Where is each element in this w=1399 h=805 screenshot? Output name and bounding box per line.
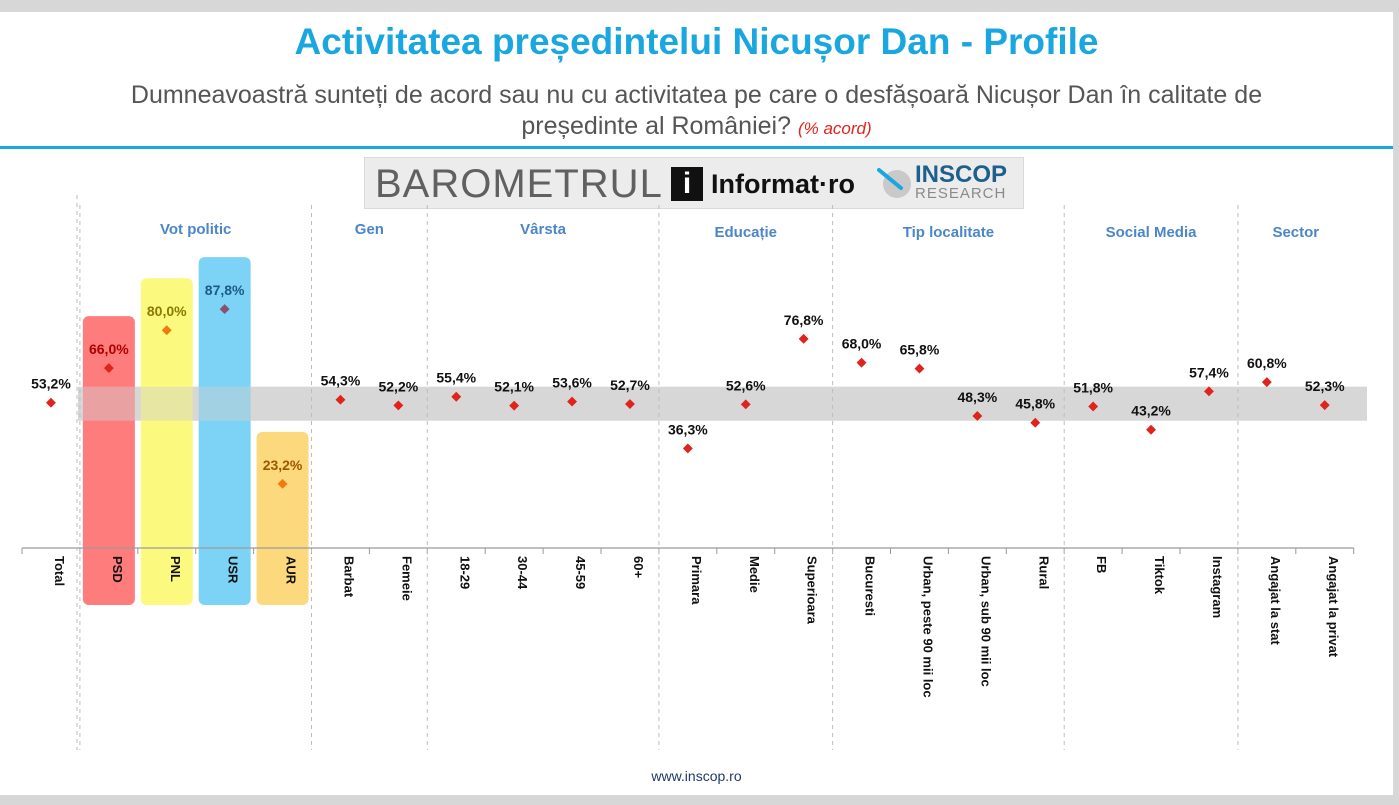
category-label-urban-sub-90-mii-loc: Urban, sub 90 mii loc	[978, 556, 993, 687]
category-label-urban-peste-90-mii-loc: Urban, peste 90 mii loc	[920, 556, 935, 698]
inscop-logo: INSCOP RESEARCH	[877, 162, 1021, 206]
category-label-barbat: Barbat	[341, 556, 356, 598]
footer-url: www.inscop.ro	[651, 768, 742, 784]
value-label-angajat-la-privat: 52,3%	[1305, 378, 1345, 394]
category-label-45-59: 45-59	[573, 556, 588, 589]
marker-tiktok	[1146, 424, 1156, 435]
value-label-psd: 66,0%	[89, 341, 129, 357]
category-label-psd: PSD	[110, 556, 125, 583]
value-label-30-44: 52,1%	[494, 379, 534, 395]
value-label-45-59: 53,6%	[552, 375, 592, 391]
category-label-total: Total	[52, 556, 67, 586]
chart-subtitle: Dumneavoastră sunteți de acord sau nu cu…	[80, 80, 1313, 144]
group-label-social-media: Social Media	[1106, 224, 1198, 241]
total-reference-band-overlay	[78, 386, 1367, 421]
marker-instagram	[1204, 386, 1214, 397]
marker-medie	[740, 399, 751, 410]
marker-fb	[1088, 401, 1099, 412]
value-label-fb: 51,8%	[1073, 379, 1113, 395]
group-label-educatie: Educație	[714, 224, 777, 241]
header-rule	[0, 146, 1393, 149]
total-reference-band	[78, 386, 1367, 421]
group-label-sector: Sector	[1272, 224, 1319, 241]
value-label-instagram: 57,4%	[1189, 364, 1229, 380]
informat-i-icon: i	[671, 167, 703, 201]
value-label-femeie: 52,2%	[378, 378, 418, 394]
barometru-logo: BAROMETRUL	[375, 162, 663, 206]
category-label-angajat-la-privat: Angajat la privat	[1326, 556, 1341, 658]
marker-bucuresti	[856, 357, 867, 368]
subtitle-note: (% acord)	[797, 119, 872, 138]
category-label-fb: FB	[1094, 556, 1109, 573]
highlight-bar-aur	[256, 431, 309, 605]
informat-logo-text: Informat·ro	[711, 168, 855, 199]
category-label-aur: AUR	[284, 556, 299, 585]
marker-rural	[1030, 417, 1041, 428]
marker-60	[625, 399, 635, 409]
category-label-tiktok: Tiktok	[1152, 556, 1167, 595]
marker-urban-peste-90-mii-loc	[914, 363, 925, 374]
highlight-bar-psd	[82, 316, 135, 605]
marker-femeie	[393, 400, 404, 411]
marker-primara	[682, 443, 693, 454]
marker-18-29	[451, 391, 462, 402]
value-label-18-29: 55,4%	[436, 370, 476, 386]
value-label-urban-sub-90-mii-loc: 48,3%	[957, 389, 997, 405]
value-label-60: 52,7%	[610, 377, 650, 393]
category-label-60: 60+	[631, 556, 646, 578]
group-label-varsta: Vârsta	[520, 221, 567, 238]
group-label-gen: Gen	[355, 221, 384, 238]
subtitle-question: Dumneavoastră sunteți de acord sau nu cu…	[130, 81, 1263, 140]
value-label-pnl: 80,0%	[147, 303, 187, 319]
category-label-superioara: Superioara	[805, 556, 820, 625]
marker-30-44	[509, 400, 520, 411]
marker-total	[46, 397, 56, 408]
chart-title: Activitatea președintelui Nicușor Dan - …	[294, 21, 1099, 62]
value-label-aur: 23,2%	[263, 457, 303, 473]
value-label-angajat-la-stat: 60,8%	[1247, 355, 1287, 371]
value-label-tiktok: 43,2%	[1131, 403, 1171, 419]
sponsor-logos: BAROMETRUL i Informat·ro INSCOP RESEARCH	[364, 157, 1024, 209]
category-label-18-29: 18-29	[457, 556, 472, 589]
highlight-bar-pnl	[140, 278, 193, 605]
group-label-tip-localitate: Tip localitate	[903, 224, 994, 241]
category-label-instagram: Instagram	[1210, 556, 1225, 618]
value-label-bucuresti: 68,0%	[842, 336, 882, 352]
value-label-medie: 52,6%	[726, 377, 766, 393]
marker-angajat-la-stat	[1261, 377, 1272, 388]
value-label-total: 53,2%	[31, 376, 71, 392]
category-label-femeie: Femeie	[399, 556, 414, 601]
marker-45-59	[567, 396, 577, 407]
category-label-usr: USR	[226, 556, 241, 584]
marker-aur	[277, 478, 288, 489]
inscop-emblem-icon	[877, 168, 911, 198]
category-label-angajat-la-stat: Angajat la stat	[1268, 556, 1283, 646]
marker-usr	[219, 304, 230, 315]
category-label-rural: Rural	[1036, 556, 1051, 589]
marker-superioara	[798, 333, 809, 344]
category-label-bucuresti: Bucuresti	[863, 556, 878, 616]
marker-barbat	[335, 394, 346, 405]
marker-angajat-la-privat	[1319, 400, 1330, 411]
marker-pnl	[161, 325, 172, 336]
informat-logo: i Informat·ro	[671, 167, 855, 201]
value-label-urban-peste-90-mii-loc: 65,8%	[900, 342, 940, 358]
marker-urban-sub-90-mii-loc	[972, 410, 983, 421]
highlight-bar-usr	[198, 257, 251, 605]
group-label-vot-politic: Vot politic	[160, 221, 231, 238]
inscop-logo-subtitle: RESEARCH	[915, 185, 1007, 202]
value-label-usr: 87,8%	[205, 282, 245, 298]
category-label-pnl: PNL	[168, 556, 183, 582]
category-label-30-44: 30-44	[515, 556, 530, 590]
value-label-superioara: 76,8%	[784, 312, 824, 328]
category-label-primara: Primara	[689, 556, 704, 605]
inscop-logo-name: INSCOP	[915, 161, 1008, 188]
value-label-primara: 36,3%	[668, 421, 708, 437]
category-label-medie: Medie	[747, 556, 762, 593]
value-label-rural: 45,8%	[1015, 396, 1055, 412]
value-label-barbat: 54,3%	[321, 373, 361, 389]
